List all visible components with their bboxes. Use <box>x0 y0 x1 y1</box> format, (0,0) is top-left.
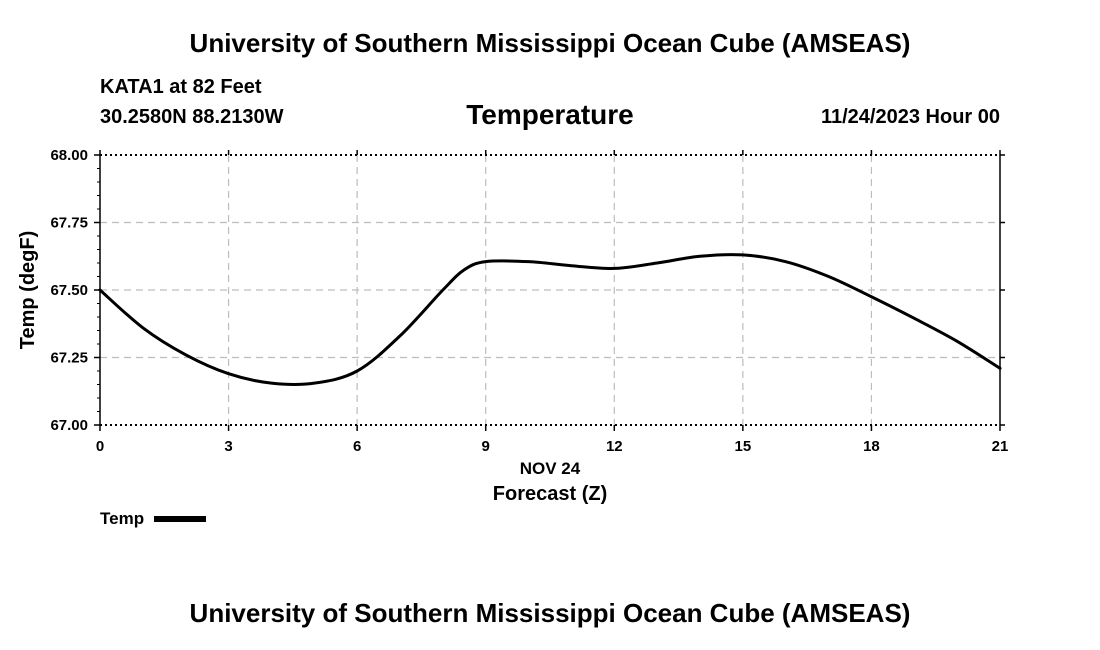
y-tick-label: 67.75 <box>50 215 88 232</box>
legend-line-swatch <box>154 516 207 522</box>
page-title: University of Southern Mississippi Ocean… <box>189 28 911 58</box>
x-tick-label: 6 <box>353 438 361 455</box>
axes <box>94 150 1005 431</box>
y-tick-label: 67.00 <box>50 417 88 434</box>
x-axis-label: Forecast (Z) <box>493 483 607 505</box>
tick-labels: 0 3 6 9 12 15 18 21 67.00 67.25 67.50 67.75 68.00 <box>50 147 1008 455</box>
legend: Temp <box>100 509 207 529</box>
datetime-label: 11/24/2023 Hour 00 <box>820 106 1000 128</box>
footer-title: University of Southern Mississippi Ocean… <box>189 598 911 628</box>
chart-title: Temperature <box>466 99 634 130</box>
temp-series-line <box>98 253 1002 386</box>
x-tick-label: 9 <box>482 438 490 455</box>
series-layer <box>98 253 1002 386</box>
y-axis-label: Temp (degF) <box>17 231 39 350</box>
x-axis-date-label: NOV 24 <box>520 459 581 478</box>
x-tick-label: 0 <box>96 438 104 455</box>
x-tick-label: 21 <box>992 438 1009 455</box>
legend-label: Temp <box>100 509 145 528</box>
x-tick-label: 15 <box>735 438 752 455</box>
station-label: KATA1 at 82 Feet <box>100 76 262 98</box>
y-tick-label: 67.25 <box>50 350 88 367</box>
coordinates-label: 30.2580N 88.2130W <box>100 106 284 128</box>
x-tick-label: 3 <box>224 438 232 455</box>
grid <box>100 155 1000 425</box>
x-tick-label: 12 <box>606 438 623 455</box>
y-tick-label: 67.50 <box>50 282 88 299</box>
x-tick-label: 18 <box>863 438 880 455</box>
y-tick-label: 68.00 <box>50 147 88 164</box>
